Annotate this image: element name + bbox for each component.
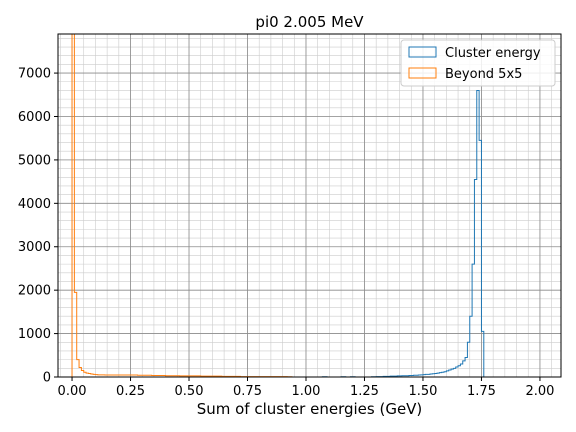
x-tick-label: 0.25 <box>116 384 145 399</box>
x-tick-label: 1.75 <box>467 384 496 399</box>
legend-label-cluster-energy: Cluster energy <box>445 46 541 61</box>
y-tick-label: 3000 <box>18 240 51 255</box>
x-tick-label: 1.50 <box>408 384 437 399</box>
y-tick-label: 4000 <box>18 197 51 212</box>
legend-swatch-beyond-5x5 <box>408 67 437 79</box>
y-axis: 0 1000 2000 3000 4000 5000 6000 7000 <box>18 67 58 386</box>
plot-frame <box>57 33 562 378</box>
x-tick-label: 0.50 <box>175 384 204 399</box>
x-axis: 0.00 0.25 0.50 0.75 1.00 1.25 1.50 1.75 2.00 <box>58 377 554 399</box>
legend-label-beyond-5x5: Beyond 5x5 <box>445 67 522 82</box>
y-tick-label: 1000 <box>18 327 51 342</box>
x-tick-label: 2.00 <box>525 384 554 399</box>
y-tick-label: 6000 <box>18 110 51 125</box>
legend-box <box>400 39 556 87</box>
y-tick-label: 2000 <box>18 284 51 299</box>
series-beyond-5x5 <box>71 33 295 378</box>
x-tick-label: 1.00 <box>292 384 321 399</box>
x-tick-label: 1.25 <box>350 384 379 399</box>
y-tick-label: 0 <box>43 371 51 386</box>
series-cluster-energy <box>305 89 487 378</box>
x-tick-label: 0.00 <box>58 384 87 399</box>
y-tick-label: 7000 <box>18 67 51 82</box>
x-axis-label: Sum of cluster energies (GeV) <box>197 400 423 418</box>
y-tick-label: 5000 <box>18 153 51 168</box>
legend: Cluster energy Beyond 5x5 <box>400 39 556 87</box>
legend-swatch-cluster-energy <box>408 46 437 58</box>
chart-title: pi0 2.005 MeV <box>255 13 364 31</box>
x-tick-label: 0.75 <box>233 384 262 399</box>
